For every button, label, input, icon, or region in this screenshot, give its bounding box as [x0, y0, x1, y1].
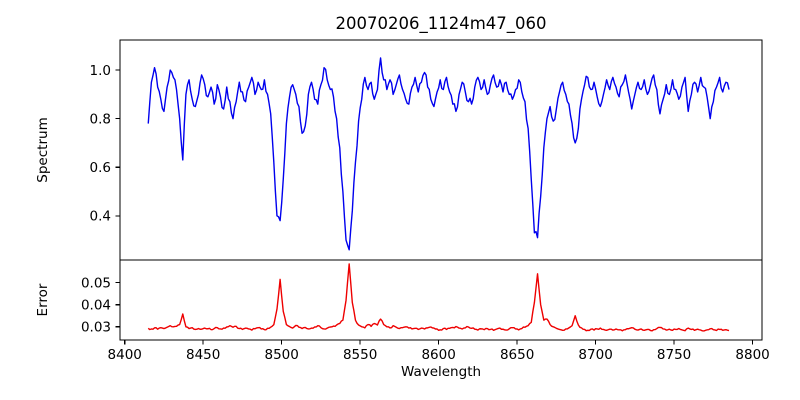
- error-y-tick-label: 0.04: [81, 297, 111, 313]
- x-tick-label: 8500: [264, 347, 298, 363]
- x-tick-label: 8600: [421, 347, 455, 363]
- spectrum-y-tick-label: 1.0: [90, 63, 111, 79]
- spectrum-y-tick-label: 0.8: [90, 111, 111, 127]
- x-tick-label: 8550: [343, 347, 377, 363]
- spectrum-y-tick-label: 0.4: [90, 209, 111, 225]
- x-axis-label: Wavelength: [401, 364, 481, 380]
- x-tick-label: 8800: [735, 347, 769, 363]
- error-line: [147, 263, 730, 332]
- error-y-axis-label: Error: [35, 283, 51, 316]
- x-tick-label: 8650: [500, 347, 534, 363]
- x-tick-label: 8750: [657, 347, 691, 363]
- error-axes: 0.03 0.04 0.05 8400 8450 8500 8550 8600 8650 8700…: [81, 259, 770, 363]
- error-y-tick-label: 0.05: [81, 275, 111, 291]
- spectrum-y-tick-label: 0.6: [90, 160, 111, 176]
- x-tick-label: 8450: [186, 347, 220, 363]
- error-y-tick-label: 0.03: [81, 320, 111, 336]
- error-frame: [119, 259, 763, 341]
- spectrum-frame: [119, 39, 763, 261]
- x-tick-label: 8400: [108, 347, 142, 363]
- spectrum-line: [147, 57, 730, 251]
- figure-title: 20070206_1124m47_060: [335, 14, 546, 34]
- spectrum-y-axis-label: Spectrum: [35, 117, 51, 182]
- x-tick-label: 8700: [578, 347, 612, 363]
- spectrum-axes: 0.4 0.6 0.8 1.0: [90, 39, 763, 261]
